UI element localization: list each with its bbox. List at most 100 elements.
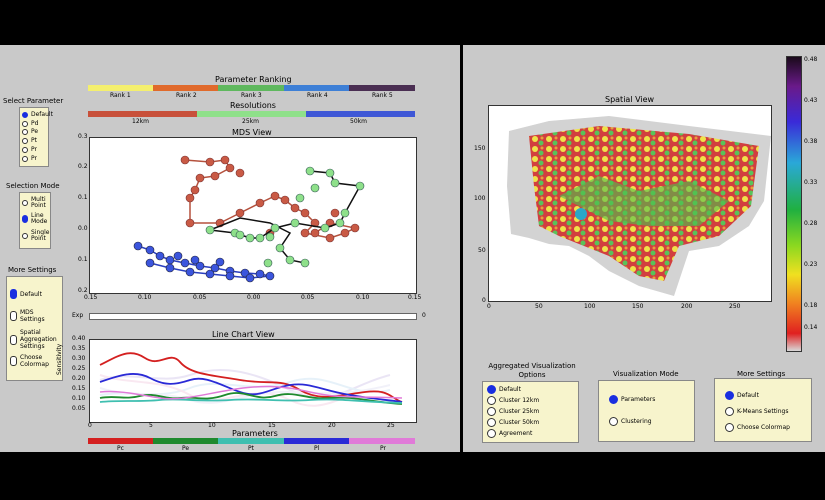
vis-mode-title: Visualization Mode: [613, 370, 679, 378]
agg-option-cluster-12km[interactable]: Cluster 12km: [487, 396, 539, 405]
resolution-50km-color: [306, 111, 415, 117]
param-option-label: Pt: [31, 137, 37, 144]
spatial-ytick: 100: [474, 195, 486, 202]
more-settings-title-right: More Settings: [737, 370, 786, 378]
series-pc: [99, 352, 403, 403]
mds-view-title: MDS View: [232, 128, 272, 137]
param-option-pr2[interactable]: Pr: [22, 155, 37, 162]
param-option-pr1[interactable]: Pr: [22, 146, 37, 153]
mds-xtick: 0.05: [193, 294, 207, 301]
param-pc-label: Pc: [117, 445, 124, 452]
left-setting-colormap[interactable]: Choose Colormap: [10, 354, 54, 368]
mds-ytick: 0.2: [78, 163, 88, 170]
more-settings-title-left: More Settings: [8, 266, 57, 274]
left-setting-label: Choose Colormap: [20, 354, 49, 368]
resolutions-title: Resolutions: [230, 101, 276, 110]
resolution-25km-label: 25km: [242, 118, 259, 125]
left-setting-label: MDS Settings: [20, 309, 45, 323]
resolution-12km-label: 12km: [132, 118, 149, 125]
mds-plot[interactable]: [89, 137, 417, 294]
series-pt: [99, 398, 403, 404]
right-setting-kmeans[interactable]: K-Means Settings: [725, 407, 788, 416]
param-option-pe[interactable]: Pe: [22, 128, 38, 135]
mds-xtick: 0.15: [408, 294, 422, 301]
parameters-bar[interactable]: Pc Pe Pt Pl Pr: [88, 438, 415, 452]
mds-ytick: 0.0: [78, 225, 88, 232]
right-setting-label: Choose Colormap: [737, 424, 790, 431]
left-setting-mds[interactable]: MDS Settings: [10, 309, 50, 323]
param-option-label: Pe: [31, 128, 39, 135]
select-parameter-title: Select Parameter: [3, 97, 64, 105]
selection-multi-point[interactable]: Multi Point: [22, 197, 47, 209]
agg-option-cluster-25km[interactable]: Cluster 25km: [487, 407, 539, 416]
agg-option-default[interactable]: Default: [487, 385, 521, 394]
colorbar-tick: 0.28: [804, 220, 818, 227]
agg-option-agreement[interactable]: Agreement: [487, 429, 532, 438]
selection-single-point[interactable]: Single Point: [22, 230, 49, 242]
spatial-heatmap: [507, 116, 771, 296]
spatial-xtick: 200: [681, 303, 693, 310]
heat-spot: [575, 208, 587, 220]
agg-option-label: Cluster 50km: [499, 419, 540, 426]
aggregated-options-title: Aggregated Visualization Options: [488, 362, 576, 379]
vis-mode-label: Parameters: [621, 396, 656, 403]
selection-line-mode[interactable]: Line Mode: [22, 213, 47, 225]
spatial-xtick: 100: [584, 303, 596, 310]
mds-xtick: 0.10: [138, 294, 152, 301]
parameters-title: Parameters: [232, 429, 278, 438]
right-setting-default[interactable]: Default: [725, 391, 759, 400]
left-setting-spatial-aggregation[interactable]: Spatial Aggregation Settings: [10, 329, 60, 350]
colorbar-tick: 0.18: [804, 302, 818, 309]
param-pc-color: [88, 438, 153, 444]
mds-ytick: 0.1: [78, 256, 88, 263]
param-pl-label: Pl: [314, 445, 320, 452]
line-ytick: 0.30: [72, 355, 86, 362]
series-pr: [99, 385, 403, 400]
resolution-50km-label: 50km: [350, 118, 367, 125]
line-xtick: 5: [149, 422, 153, 429]
vis-mode-parameters[interactable]: Parameters: [609, 395, 655, 404]
mds-ytick: 0.1: [78, 194, 88, 201]
spatial-map[interactable]: [488, 105, 772, 302]
selection-mode-label: Multi Point: [31, 196, 46, 209]
rank-2-color: [153, 85, 218, 91]
resolution-25km-color: [197, 111, 306, 117]
exp-slider[interactable]: [89, 313, 417, 320]
colorbar-tick: 0.43: [804, 97, 818, 104]
param-option-label: Pr: [31, 146, 37, 153]
mds-trail-50km: [137, 245, 271, 279]
param-pr-color: [349, 438, 415, 444]
line-ytick: 0.35: [72, 345, 86, 352]
param-option-label: Pd: [31, 120, 39, 127]
agg-option-label: Cluster 12km: [499, 397, 540, 404]
exp-slider-value: 0: [422, 312, 426, 319]
param-option-pt[interactable]: Pt: [22, 137, 37, 144]
aggregated-options-box: Default Cluster 12km Cluster 25km Cluste…: [482, 381, 579, 443]
line-xtick: 0: [88, 422, 92, 429]
more-settings-box-right: Default K-Means Settings Choose Colormap: [714, 378, 812, 442]
series-pl: [99, 373, 403, 403]
rank-4-label: Rank 4: [307, 92, 328, 99]
line-chart-plot[interactable]: [89, 339, 417, 423]
selection-mode-label: Line Mode: [31, 212, 48, 225]
agg-option-label: Cluster 25km: [499, 408, 540, 415]
param-pr-label: Pr: [380, 445, 386, 452]
left-setting-label: Spatial Aggregation Settings: [20, 329, 57, 350]
agg-option-label: Default: [499, 386, 521, 393]
colorbar-tick: 0.23: [804, 261, 818, 268]
spatial-xtick: 250: [729, 303, 741, 310]
parameter-ranking-bar[interactable]: Rank 1 Rank 2 Rank 3 Rank 4 Rank 5: [88, 85, 415, 99]
spatial-ytick: 150: [474, 145, 486, 152]
vis-mode-clustering[interactable]: Clustering: [609, 417, 652, 426]
param-option-default[interactable]: Default: [22, 111, 53, 118]
mds-scatter: [133, 155, 365, 283]
agg-option-cluster-50km[interactable]: Cluster 50km: [487, 418, 539, 427]
right-setting-colormap[interactable]: Choose Colormap: [725, 423, 790, 432]
selection-mode-title: Selection Mode: [6, 182, 60, 190]
param-option-pd[interactable]: Pd: [22, 120, 38, 127]
param-pt-label: Pt: [248, 445, 254, 452]
more-settings-box-left: Default MDS Settings Spatial Aggregation…: [6, 276, 63, 381]
left-setting-default[interactable]: Default: [10, 289, 42, 299]
resolutions-bar[interactable]: 12km 25km 50km: [88, 111, 415, 127]
colorbar-tick: 0.38: [804, 138, 818, 145]
